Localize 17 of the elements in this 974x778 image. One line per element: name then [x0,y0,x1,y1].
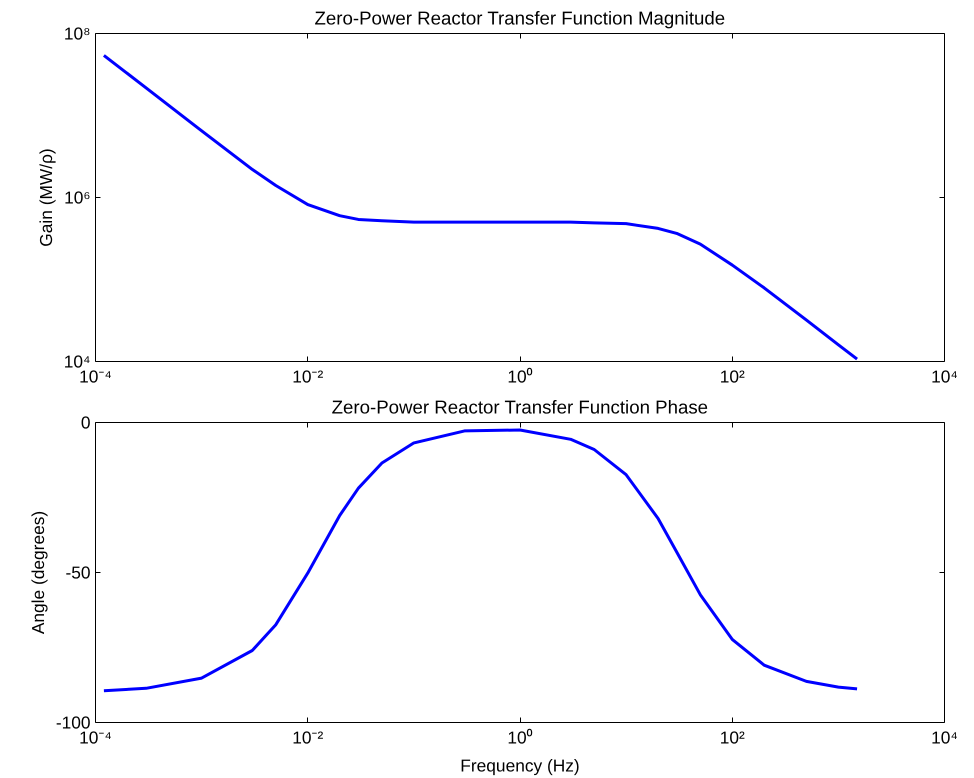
x-tick-label: 10² [720,728,745,748]
y-axis-title: Gain (MW/ρ) [36,148,56,247]
x-tick-label: 10⁰ [507,728,533,748]
y-tick-label: 0 [80,412,91,432]
y-tick-label: 10⁶ [64,188,91,208]
chart-title: Zero-Power Reactor Transfer Function Magnitude [314,8,726,28]
chart-title: Zero-Power Reactor Transfer Function Phase [332,396,708,418]
x-tick-label: 10⁰ [507,366,533,386]
x-tick-label: 10⁻² [292,366,324,386]
x-tick-label: 10⁴ [931,366,958,386]
x-tick-label: 10⁻² [292,728,324,748]
x-tick-label: 10² [720,366,745,386]
x-tick-label: 10⁴ [931,728,958,748]
x-axis-title: Frequency (Hz) [460,756,580,776]
y-tick-label: -50 [65,562,90,582]
y-tick-label: 10⁸ [64,24,91,44]
y-axis-title: Angle (degrees) [28,510,48,634]
